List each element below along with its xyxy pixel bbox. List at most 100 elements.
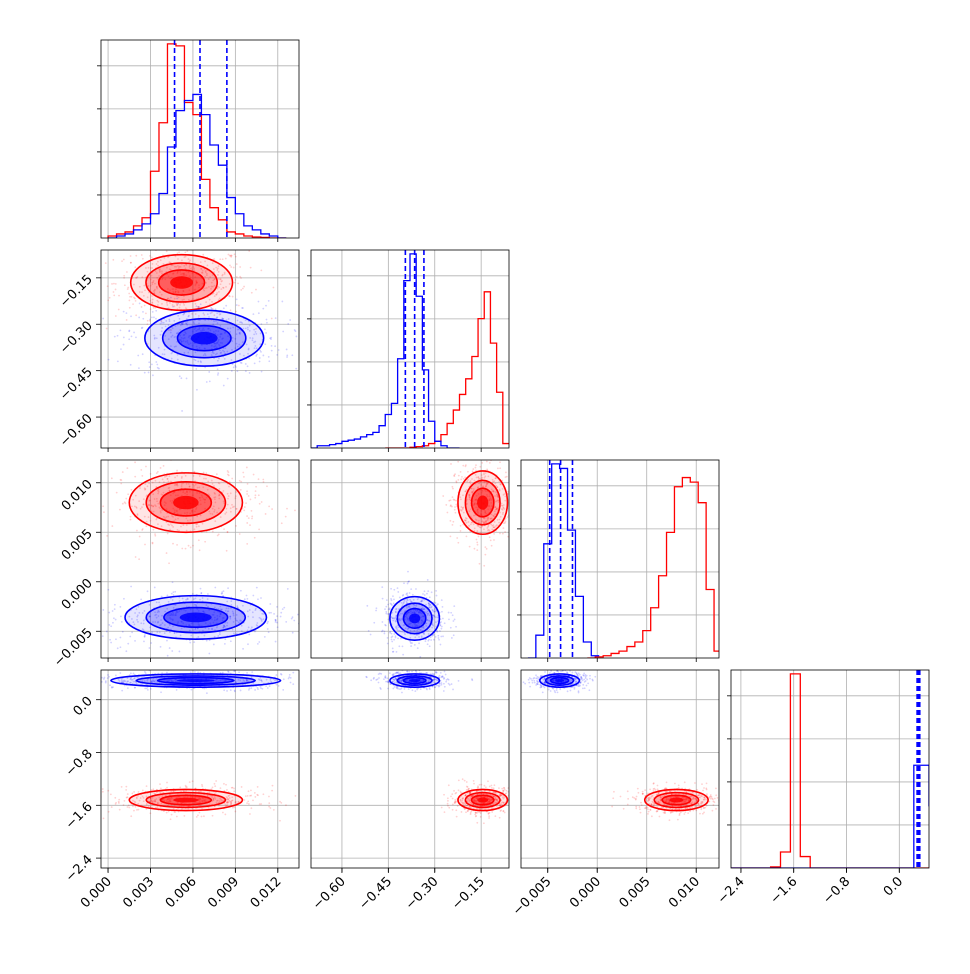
sample-point [514,806,516,808]
sample-point [282,608,284,610]
sample-point [453,499,455,501]
sample-point [218,247,220,249]
sample-point [167,655,169,657]
sample-point [270,338,272,340]
sample-point [504,789,506,791]
sample-point [258,301,260,303]
sample-point [134,640,136,642]
sample-point [115,802,117,804]
sample-point [118,309,120,311]
sample-point [391,604,393,606]
sample-point [246,522,248,524]
sample-point [258,478,260,480]
sample-point [287,588,289,590]
sample-point [248,687,250,689]
density-core [170,276,193,289]
sample-point [123,259,125,261]
sample-point [113,295,115,297]
panel-3-3 [731,670,929,868]
sample-point [267,628,269,630]
sample-point [206,692,208,694]
sample-point [254,689,256,691]
sample-point [130,815,132,817]
sample-point [135,314,137,316]
sample-point [239,266,241,268]
sample-point [259,503,261,505]
sample-point [262,793,264,795]
sample-point [295,330,297,332]
sample-point [271,508,273,510]
sample-point [126,319,128,321]
sample-point [119,637,121,639]
sample-point [501,788,503,790]
sample-point [107,790,109,792]
sample-point [173,243,175,245]
sample-point [256,794,258,796]
sample-point [130,454,132,456]
sample-point [268,796,270,798]
sample-point [112,622,114,624]
sample-point [170,297,172,299]
sample-point [245,363,247,365]
sample-point [466,786,468,788]
sample-point [127,287,129,289]
sample-point [499,817,501,819]
sample-point [268,631,270,633]
sample-point [479,784,481,786]
sample-point [480,816,482,818]
sample-point [258,528,260,530]
sample-point [502,533,504,535]
sample-point [190,547,192,549]
sample-point [389,672,391,674]
sample-point [252,799,254,801]
sample-point [488,815,490,817]
sample-point [166,250,168,252]
sample-point [458,780,460,782]
sample-point [212,242,214,244]
sample-point [177,303,179,305]
sample-point [108,624,110,626]
sample-point [149,319,151,321]
sample-point [246,595,248,597]
sample-point [295,795,297,797]
sample-point [446,512,448,514]
sample-point [246,515,248,517]
sample-point [120,330,122,332]
sample-point [514,801,516,803]
sample-point [453,605,455,607]
sample-point [262,355,264,357]
sample-point [240,277,242,279]
sample-point [234,690,236,692]
sample-point [424,660,426,662]
sample-point [486,469,488,471]
sample-point [509,807,511,809]
sample-point [269,603,271,605]
sample-point [208,371,210,373]
sample-point [458,680,460,682]
sample-point [244,598,246,600]
sample-point [257,687,259,689]
sample-point [283,607,285,609]
sample-point [415,588,417,590]
sample-point [465,466,467,468]
sample-point [231,478,233,480]
sample-point [493,533,495,535]
sample-point [451,637,453,639]
sample-point [184,251,186,253]
sample-point [387,604,389,606]
sample-point [103,511,105,513]
sample-point [278,685,280,687]
sample-point [274,345,276,347]
sample-point [151,363,153,365]
sample-point [385,606,387,608]
sample-point [190,239,192,241]
sample-point [144,305,146,307]
sample-point [145,525,147,527]
sample-point [74,477,76,479]
sample-point [242,648,244,650]
sample-point [450,612,452,614]
sample-point [392,595,394,597]
sample-point [456,816,458,818]
sample-point [119,672,121,674]
sample-point [472,468,474,470]
